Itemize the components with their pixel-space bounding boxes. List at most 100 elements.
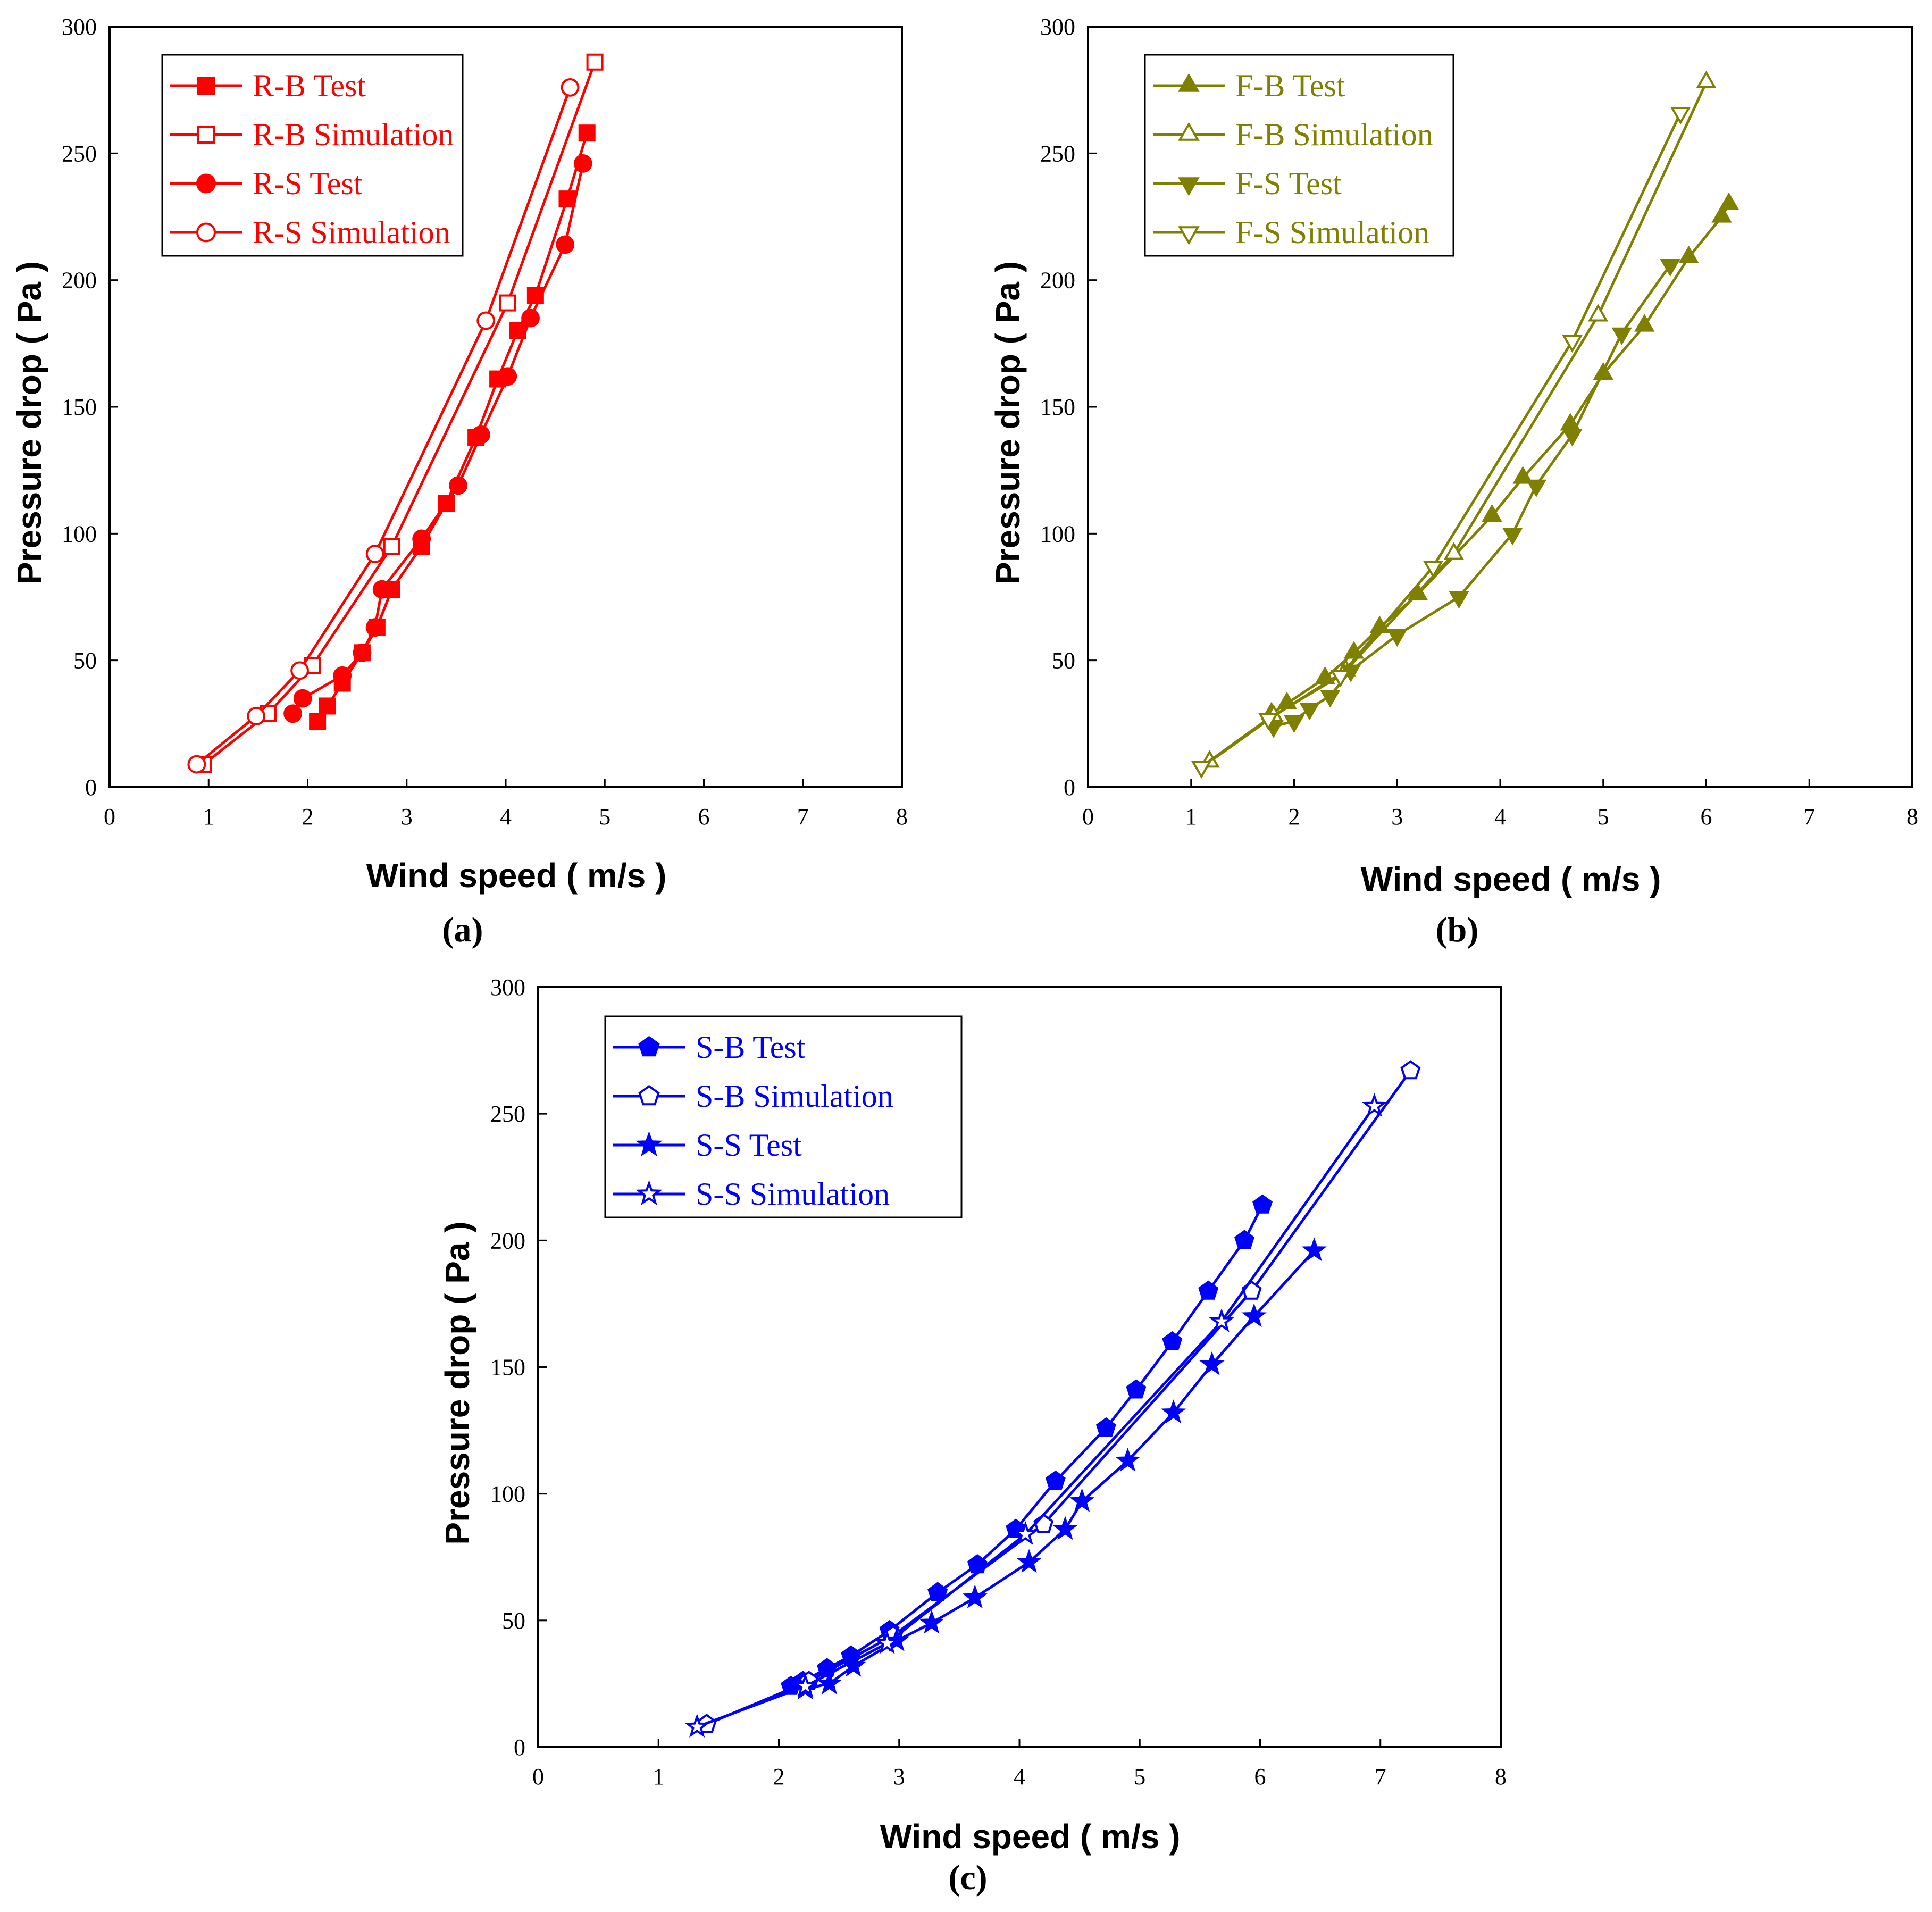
data-point bbox=[1162, 1331, 1183, 1350]
data-point bbox=[1634, 314, 1655, 332]
data-point bbox=[962, 1584, 988, 1609]
data-point bbox=[412, 529, 431, 548]
legend-label: S-B Simulation bbox=[696, 1079, 893, 1114]
data-point bbox=[472, 425, 490, 444]
legend: S-B Test S-B Simulation S-S Test S-S Simula… bbox=[604, 1015, 963, 1218]
legend-marker bbox=[635, 1180, 663, 1206]
data-point bbox=[1069, 1488, 1095, 1512]
data-point bbox=[1191, 761, 1212, 779]
data-point bbox=[1482, 504, 1502, 522]
y-axis-title: Pressure drop ( Pa ) bbox=[438, 1221, 476, 1544]
legend-marker bbox=[196, 222, 216, 243]
x-tick-label: 7 bbox=[797, 804, 809, 830]
x-tick-label: 0 bbox=[104, 804, 115, 830]
legend: R-B Test R-B Simulation R-S Test R-S Simula… bbox=[161, 54, 464, 257]
legend: F-B Test F-B Simulation F-S Test F-S Simula… bbox=[1144, 54, 1454, 257]
data-point bbox=[1284, 715, 1304, 733]
legend-label: S-B Test bbox=[696, 1030, 806, 1065]
y-tick-label: 200 bbox=[490, 1228, 525, 1254]
x-tick-label: 4 bbox=[1494, 804, 1506, 830]
data-point bbox=[1299, 703, 1320, 721]
data-point bbox=[283, 704, 302, 723]
data-point bbox=[290, 661, 309, 680]
data-point bbox=[1562, 335, 1583, 353]
x-tick-label: 0 bbox=[1082, 804, 1094, 830]
data-point bbox=[1052, 1516, 1078, 1540]
x-tick-label: 6 bbox=[1701, 804, 1712, 830]
x-tick-label: 7 bbox=[1803, 804, 1815, 830]
x-tick-label: 1 bbox=[1185, 804, 1197, 830]
x-tick-label: 6 bbox=[1254, 1764, 1266, 1790]
x-tick-label: 2 bbox=[302, 804, 314, 830]
x-axis-title: Wind speed ( m/s ) bbox=[1361, 860, 1661, 898]
y-tick-label: 150 bbox=[62, 394, 97, 420]
legend-marker bbox=[1178, 177, 1200, 196]
data-point bbox=[1718, 192, 1739, 210]
data-point bbox=[1045, 1470, 1066, 1490]
legend-marker bbox=[1178, 73, 1200, 92]
data-point bbox=[1320, 690, 1341, 708]
data-point bbox=[1115, 1447, 1141, 1472]
x-tick-label: 1 bbox=[653, 1764, 664, 1790]
y-tick-label: 200 bbox=[62, 268, 97, 294]
series-s-s-simulation bbox=[684, 1093, 1387, 1738]
x-tick-label: 2 bbox=[1289, 804, 1300, 830]
y-tick-label: 50 bbox=[502, 1608, 525, 1634]
x-tick-label: 8 bbox=[1906, 804, 1918, 830]
data-point bbox=[1209, 1308, 1234, 1332]
data-point bbox=[1258, 713, 1279, 731]
y-tick-label: 0 bbox=[85, 774, 97, 800]
data-point bbox=[1611, 327, 1632, 346]
x-tick-label: 8 bbox=[1495, 1764, 1507, 1790]
x-tick-label: 4 bbox=[1014, 1764, 1025, 1790]
series-f-s-test bbox=[1263, 259, 1680, 738]
data-point bbox=[556, 235, 575, 254]
data-point bbox=[1711, 205, 1732, 223]
data-point bbox=[319, 697, 336, 715]
series-r-s-simulation bbox=[187, 78, 580, 774]
x-axis-title: Wind speed ( m/s ) bbox=[366, 856, 667, 895]
data-point bbox=[1512, 466, 1533, 484]
y-tick-label: 250 bbox=[1040, 140, 1075, 166]
y-tick-label: 250 bbox=[62, 140, 97, 166]
data-point bbox=[383, 538, 400, 555]
y-tick-label: 0 bbox=[514, 1734, 525, 1760]
legend-marker bbox=[1178, 122, 1200, 141]
data-point bbox=[247, 707, 266, 725]
series-line bbox=[1270, 203, 1730, 715]
legend-marker bbox=[197, 77, 215, 95]
data-point bbox=[586, 53, 604, 71]
legend-marker bbox=[638, 1084, 660, 1106]
series-line bbox=[790, 1204, 1264, 1688]
data-point bbox=[1400, 1060, 1421, 1080]
data-point bbox=[1126, 1379, 1147, 1399]
legend-label: S-S Test bbox=[696, 1128, 802, 1163]
legend-label: S-S Simulation bbox=[696, 1176, 890, 1212]
series-s-b-test bbox=[781, 1194, 1273, 1695]
data-point bbox=[353, 643, 372, 662]
legend-label: R-S Simulation bbox=[253, 215, 450, 250]
x-tick-label: 5 bbox=[1134, 1764, 1145, 1790]
data-point bbox=[1587, 304, 1609, 322]
data-point bbox=[792, 1673, 818, 1697]
y-tick-label: 0 bbox=[1064, 774, 1075, 800]
legend-marker bbox=[635, 1131, 663, 1157]
data-point bbox=[293, 689, 312, 708]
data-point bbox=[1387, 629, 1408, 647]
x-axis-title: Wind speed ( m/s ) bbox=[880, 1817, 1181, 1856]
y-tick-label: 50 bbox=[1052, 648, 1075, 674]
y-tick-label: 100 bbox=[490, 1481, 525, 1507]
data-point bbox=[365, 545, 384, 563]
data-point bbox=[1696, 70, 1717, 88]
data-point bbox=[578, 124, 596, 142]
series-f-b-test bbox=[1261, 192, 1739, 720]
data-point bbox=[558, 190, 576, 208]
data-point bbox=[372, 580, 391, 599]
y-tick-label: 150 bbox=[490, 1355, 525, 1381]
data-point bbox=[1361, 1093, 1387, 1117]
series-line bbox=[696, 1105, 1376, 1729]
series-line bbox=[805, 1249, 1316, 1690]
series-line bbox=[196, 87, 572, 766]
data-point bbox=[449, 476, 467, 495]
data-point bbox=[874, 1630, 900, 1654]
